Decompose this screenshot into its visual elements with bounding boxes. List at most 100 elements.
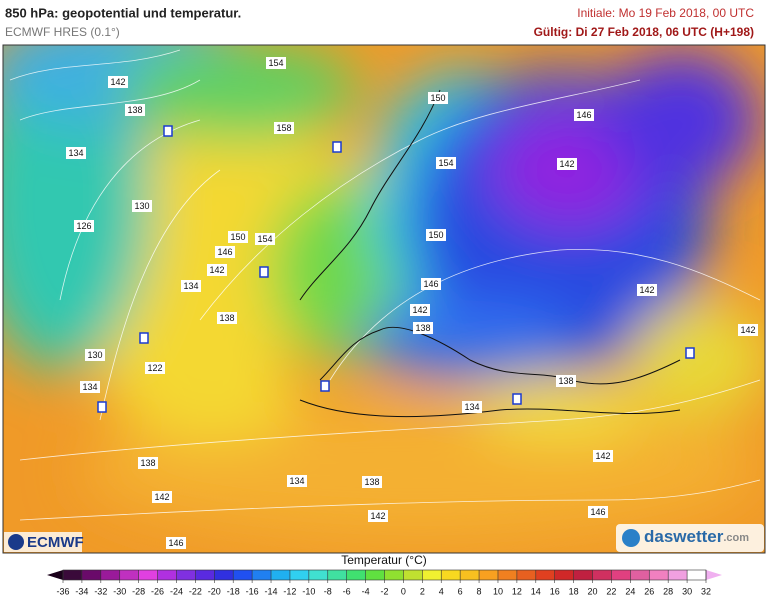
model: ECMWF HRES (0.1°) <box>5 25 120 39</box>
contour-label: 142 <box>209 265 224 275</box>
contour-label: 150 <box>428 230 443 240</box>
contour-label: 138 <box>415 323 430 333</box>
contour-label-box <box>368 510 388 522</box>
contour-label: 146 <box>423 279 438 289</box>
contour-label-box <box>574 109 594 121</box>
colorbar-segment <box>384 570 404 580</box>
contour-label-box <box>274 122 294 134</box>
contour-labels: 142 138 134 130 126 154 158 150 154 146 142 134 138 1… <box>66 57 758 549</box>
pressure-marker <box>332 141 342 153</box>
colorbar-tick-label: 12 <box>512 586 522 596</box>
contour-label-box <box>74 220 94 232</box>
contour-label-box <box>138 457 158 469</box>
contour-label-box <box>166 537 186 549</box>
colorbar-tick-label: -4 <box>362 586 370 596</box>
contour-label: 142 <box>740 325 755 335</box>
contour-label: 150 <box>230 232 245 242</box>
colorbar-segment <box>592 570 612 580</box>
contour-label-box <box>66 147 86 159</box>
colorbar-segment <box>100 570 120 580</box>
pressure-marker <box>97 401 107 413</box>
colorbar-segment <box>516 570 536 580</box>
contour-label: 146 <box>590 507 605 517</box>
valid-time: Gültig: Di 27 Feb 2018, 06 UTC (H+198) <box>534 25 754 39</box>
colorbar-segment <box>441 570 461 580</box>
contour-label-box <box>421 278 441 290</box>
colorbar-high-arrow <box>706 570 722 580</box>
contour-label: 146 <box>168 538 183 548</box>
colorbar-tick-label: 8 <box>477 586 482 596</box>
colorbar-segment <box>535 570 555 580</box>
colorbar-segment <box>63 570 82 580</box>
colorbar-tick-label: -6 <box>343 586 351 596</box>
colorbar-tick-label: -8 <box>324 586 332 596</box>
colorbar-tick-label: -22 <box>189 586 202 596</box>
contour-label-box <box>215 246 235 258</box>
pressure-marker <box>163 125 173 137</box>
contour-label-box <box>413 322 433 334</box>
contour-label: 134 <box>183 281 198 291</box>
pressure-marker <box>685 347 695 359</box>
contour-label-box <box>181 280 201 292</box>
contour-label: 142 <box>370 511 385 521</box>
contour-label-box <box>132 200 152 212</box>
colorbar-tick-label: -2 <box>380 586 388 596</box>
contours <box>9 49 761 521</box>
map <box>3 45 765 553</box>
contour-label-box <box>588 506 608 518</box>
contour-label-box <box>738 324 758 336</box>
contour-label: 154 <box>268 58 283 68</box>
contour-label: 150 <box>430 93 445 103</box>
colorbar-tick-label: 6 <box>458 586 463 596</box>
colorbar-tick-label: -28 <box>132 586 145 596</box>
contour-label: 154 <box>438 158 453 168</box>
pressure-marker <box>259 266 269 278</box>
colorbar-tick-label: -16 <box>246 586 259 596</box>
contour-label: 130 <box>87 350 102 360</box>
colorbar-border <box>62 569 707 581</box>
contour-label: 142 <box>559 159 574 169</box>
ecmwf-text: ECMWF <box>27 534 84 551</box>
contour-label-box <box>410 304 430 316</box>
contour-label-box <box>85 349 105 361</box>
contour-label: 142 <box>412 305 427 315</box>
contour-label: 122 <box>147 363 162 373</box>
colorbar-segment <box>119 570 139 580</box>
colorbar-tick-label: -36 <box>56 586 69 596</box>
contour-label-box <box>428 92 448 104</box>
colorbar-segment <box>460 570 480 580</box>
colorbar-segment <box>214 570 234 580</box>
colorbar-tick-label: -26 <box>151 586 164 596</box>
contour-label-box <box>593 450 613 462</box>
colorbar-segment <box>479 570 498 580</box>
colorbar-tick-label: 2 <box>420 586 425 596</box>
colorbar-tick-label: -14 <box>265 586 278 596</box>
pressure-marker <box>512 393 522 405</box>
map-border <box>2 44 766 554</box>
contour-label: 142 <box>639 285 654 295</box>
colorbar-tick-label: -12 <box>283 586 296 596</box>
colorbar-segment <box>630 570 650 580</box>
contour-label: 138 <box>219 313 234 323</box>
contour-label-box <box>556 375 576 387</box>
contour-label-box <box>80 381 100 393</box>
title: 850 hPa: geopotential und temperatur. <box>5 5 241 20</box>
colorbar-tick-label: -20 <box>208 586 221 596</box>
colorbar-tick-label: 26 <box>644 586 654 596</box>
ecmwf-logo: ECMWF <box>4 532 84 552</box>
contour-label-box <box>426 229 446 241</box>
contour-label-box <box>266 57 286 69</box>
colorbar-segment <box>195 570 215 580</box>
colorbar-segment <box>554 570 574 580</box>
colorbar-tick-label: 24 <box>625 586 635 596</box>
colorbar-tick-label: 28 <box>663 586 673 596</box>
contour-label: 134 <box>464 402 479 412</box>
contour-label-box <box>207 264 227 276</box>
contour-label-box <box>228 231 248 243</box>
colorbar-segment <box>668 570 688 580</box>
colorbar-segment <box>176 570 196 580</box>
contour-label-box <box>637 284 657 296</box>
contour-label-box <box>287 475 307 487</box>
initial-time: Initiale: Mo 19 Feb 2018, 00 UTC <box>577 6 754 20</box>
pressure-marker <box>320 380 330 392</box>
